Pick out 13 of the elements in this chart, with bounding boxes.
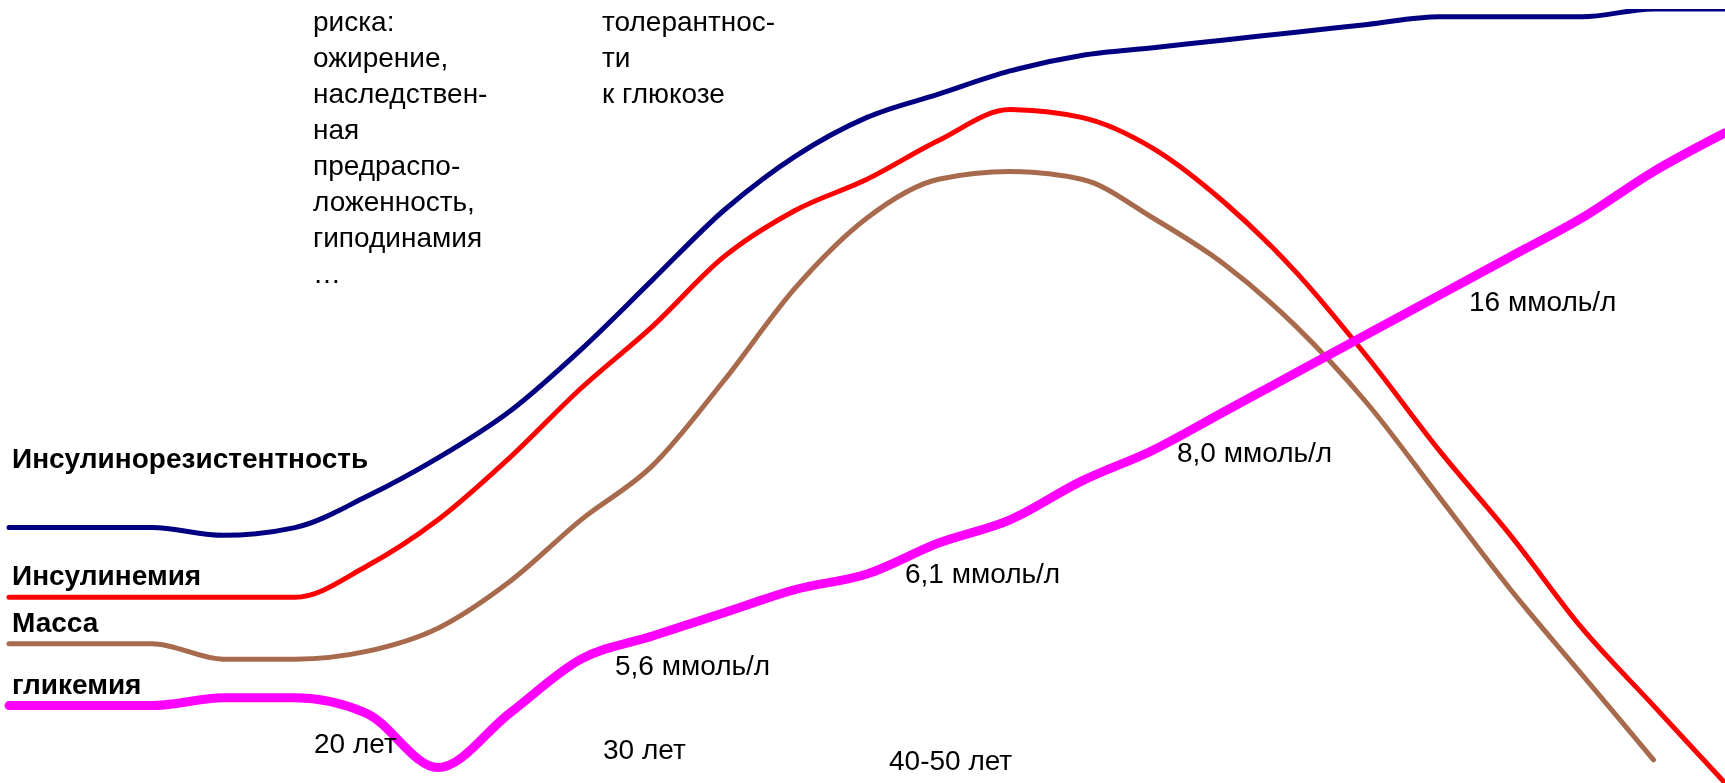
series-label: гликемия xyxy=(12,668,142,700)
series-label: Масса xyxy=(12,606,99,638)
annotation: риска: ожирение, наследствен-ная предраспо-ложенность, гиподинамия … xyxy=(313,5,488,291)
annotation: 20 лет xyxy=(314,727,397,761)
series-label: Инсулинорезистентность xyxy=(12,442,369,474)
series-label: Инсулинемия xyxy=(12,560,202,592)
annotation: 8,0 ммоль/л xyxy=(1177,436,1333,470)
annotation: 16 ммоль/л xyxy=(1469,285,1617,319)
annotation: 30 лет xyxy=(603,733,686,767)
annotation: 40-50 лет xyxy=(889,744,1013,778)
annotation: 5,6 ммоль/л xyxy=(615,649,771,683)
annotation: толерантнос-ти к глюкозе xyxy=(602,5,776,111)
annotation: 6,1 ммоль/л xyxy=(905,557,1061,591)
